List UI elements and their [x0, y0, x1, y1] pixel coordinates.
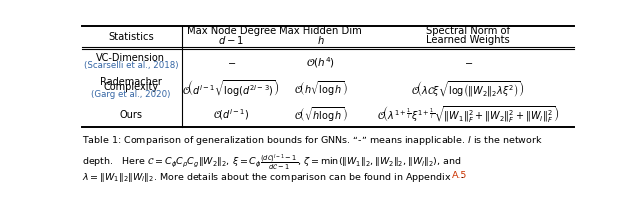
- Text: $d-1$: $d-1$: [218, 34, 244, 46]
- Text: Table 1: Comparison of generalization bounds for GNNs. “-” means inapplicable. $: Table 1: Comparison of generalization bo…: [83, 134, 543, 147]
- Text: $\mathcal{O}\!\left(d^{l-1}\right)$: $\mathcal{O}\!\left(d^{l-1}\right)$: [213, 107, 250, 122]
- Text: $\mathcal{O}\!\left(\lambda\mathcal{C}\xi\sqrt{\log\!\left(\|W_2\|_2\lambda\xi^2: $\mathcal{O}\!\left(\lambda\mathcal{C}\x…: [411, 78, 525, 98]
- Text: $-$: $-$: [463, 57, 473, 67]
- Text: VC-Dimension: VC-Dimension: [97, 52, 165, 62]
- Text: $\mathcal{O}\!\left(d^{l-1}\sqrt{\log(d^{2l-3})}\right)$: $\mathcal{O}\!\left(d^{l-1}\sqrt{\log(d^…: [182, 78, 280, 98]
- Text: Max Node Degree: Max Node Degree: [187, 25, 276, 35]
- Text: $\mathcal{O}\!\left(h\sqrt{\log h}\right)$: $\mathcal{O}\!\left(h\sqrt{\log h}\right…: [294, 79, 348, 98]
- Text: (Scarselli et al., 2018): (Scarselli et al., 2018): [84, 61, 178, 70]
- Text: A.5: A.5: [451, 170, 467, 179]
- Text: $h$: $h$: [317, 34, 324, 46]
- Text: Max Hidden Dim: Max Hidden Dim: [279, 25, 362, 35]
- Text: $\mathcal{O}\!\left(\lambda^{1+\frac{1}{l}}\xi^{1+\frac{1}{l}}\sqrt{\|W_1\|_F^2+: $\mathcal{O}\!\left(\lambda^{1+\frac{1}{…: [377, 104, 559, 124]
- Text: Complexity: Complexity: [103, 82, 159, 92]
- Text: $-$: $-$: [227, 57, 236, 67]
- Text: $\mathcal{O}\!\left(\sqrt{h\log h}\right)$: $\mathcal{O}\!\left(\sqrt{h\log h}\right…: [294, 105, 348, 124]
- Text: Learned Weights: Learned Weights: [426, 35, 510, 45]
- Text: Ours: Ours: [119, 109, 142, 119]
- Text: depth.   Here $\mathcal{C} = C_\phi C_\rho C_g \|W_2\|_2$, $\xi = C_\phi \frac{(: depth. Here $\mathcal{C} = C_\phi C_\rho…: [83, 152, 462, 171]
- Text: .: .: [461, 170, 465, 179]
- Text: (Garg et al., 2020): (Garg et al., 2020): [91, 89, 170, 98]
- Text: Spectral Norm of: Spectral Norm of: [426, 25, 510, 35]
- Text: Rademacher: Rademacher: [100, 76, 162, 86]
- Text: $\mathcal{O}\left(h^{4}\right)$: $\mathcal{O}\left(h^{4}\right)$: [306, 55, 335, 69]
- Text: $\lambda = \|W_1\|_2\|W_l\|_2$. More details about the comparison can be found i: $\lambda = \|W_1\|_2\|W_l\|_2$. More det…: [83, 170, 452, 183]
- Text: Statistics: Statistics: [108, 31, 154, 41]
